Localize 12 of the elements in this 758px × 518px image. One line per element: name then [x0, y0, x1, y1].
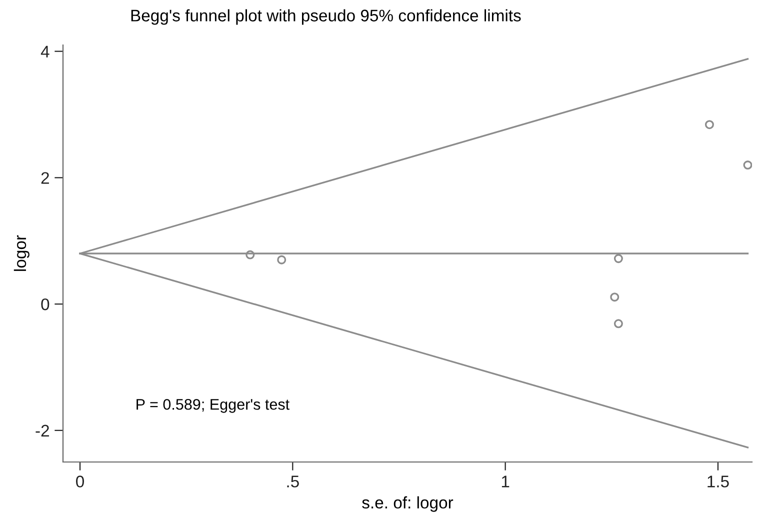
x-tick-label: .5 — [287, 476, 299, 488]
x-tick-label: 1 — [502, 476, 510, 488]
y-tick-label: 2 — [41, 172, 49, 184]
y-axis-title: logor — [14, 235, 30, 271]
x-tick-label: 1.5 — [708, 476, 729, 488]
chart-title: Begg's funnel plot with pseudo 95% confidence limits — [131, 9, 521, 25]
y-tick-label: 4 — [40, 46, 50, 58]
y-tick-label: 0 — [41, 298, 50, 310]
annotation: P = 0.589; Egger's test — [136, 398, 290, 413]
x-tick-label: 0 — [76, 476, 84, 488]
y-tick-label: -2 — [36, 424, 49, 436]
x-axis-title: s.e. of: logor — [362, 496, 454, 512]
